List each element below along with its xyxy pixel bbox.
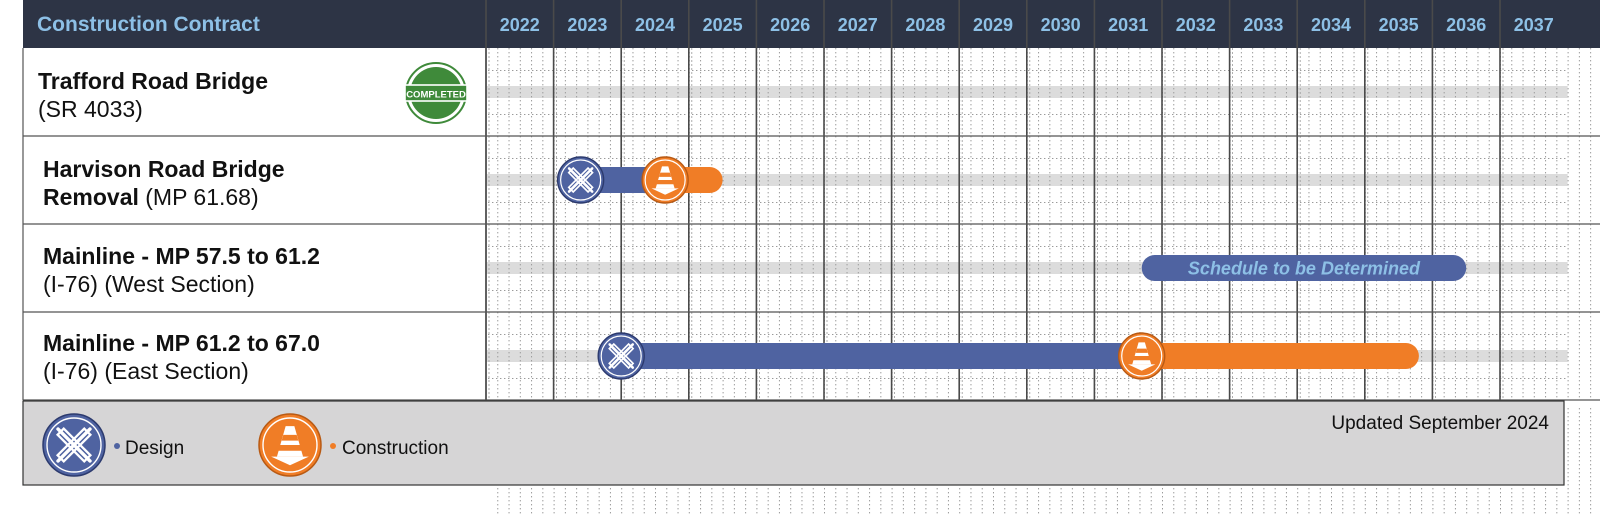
year-label: 2024 [635, 15, 675, 35]
icon-ring [600, 335, 642, 377]
project-title2-harvison-bold: Removal [43, 184, 139, 210]
pencil-ruler-icon [597, 332, 645, 380]
project-subtitle-trafford: (SR 4033) [38, 96, 143, 122]
year-label: 2026 [770, 15, 810, 35]
construction-legend-icon [258, 413, 322, 477]
year-label: 2028 [905, 15, 945, 35]
completed-badge: COMPLETED [404, 62, 468, 124]
design-bar [621, 343, 1142, 369]
minor-gridline [1578, 406, 1580, 516]
icon-ring [644, 159, 686, 201]
header-bar [23, 0, 1600, 48]
project-title-mainline-east: Mainline - MP 61.2 to 67.0 [43, 330, 320, 356]
year-label: 2034 [1311, 15, 1351, 35]
construction-bar [1141, 343, 1419, 369]
year-label: 2031 [1108, 15, 1148, 35]
year-label: 2027 [838, 15, 878, 35]
year-label: 2025 [703, 15, 743, 35]
project-title2-harvison: Removal (MP 61.68) [43, 184, 259, 210]
pencil-ruler-icon [556, 156, 605, 204]
header-title: Construction Contract [37, 13, 260, 36]
design-legend-icon [42, 413, 106, 477]
project-title-mainline-west: Mainline - MP 57.5 to 61.2 [43, 243, 320, 269]
minor-gridline [1590, 406, 1592, 516]
completed-badge-label: COMPLETED [406, 90, 466, 101]
year-label: 2037 [1514, 15, 1554, 35]
project-subtitle-mainline-west: (I-76) (West Section) [43, 271, 255, 297]
icon-ring [560, 159, 602, 201]
phase-bars: Schedule to be Determined [556, 156, 1467, 380]
project-title-harvison: Harvison Road Bridge [43, 156, 285, 182]
year-label: 2029 [973, 15, 1013, 35]
design-legend-dot [114, 443, 120, 449]
icon-ring [1121, 335, 1163, 377]
project-title-trafford: Trafford Road Bridge [38, 68, 268, 94]
year-label: 2023 [567, 15, 607, 35]
traffic-cone-icon [1118, 332, 1166, 380]
year-label: 2022 [500, 15, 540, 35]
traffic-cone-icon [641, 156, 689, 204]
project-subtitle-mainline-east: (I-76) (East Section) [43, 358, 249, 384]
completed-badge-ribbon [404, 84, 468, 102]
legend: Design Construction Updated September 20… [22, 400, 1565, 486]
year-label: 2032 [1176, 15, 1216, 35]
minor-gridline [1567, 406, 1569, 516]
project-rows: Trafford Road Bridge (SR 4033) Harvison … [38, 62, 468, 384]
year-label: 2030 [1041, 15, 1081, 35]
year-label: 2033 [1243, 15, 1283, 35]
tbd-label: Schedule to be Determined [1188, 259, 1421, 279]
design-legend-label: Design [125, 438, 184, 459]
project-subtitle-harvison: (MP 61.68) [139, 184, 259, 210]
year-label: 2036 [1446, 15, 1486, 35]
updated-note: Updated September 2024 [1331, 413, 1549, 434]
tbd-bar [1141, 255, 1467, 281]
construction-legend-dot [330, 443, 336, 449]
construction-legend-label: Construction [342, 438, 449, 459]
year-label: 2035 [1379, 15, 1419, 35]
